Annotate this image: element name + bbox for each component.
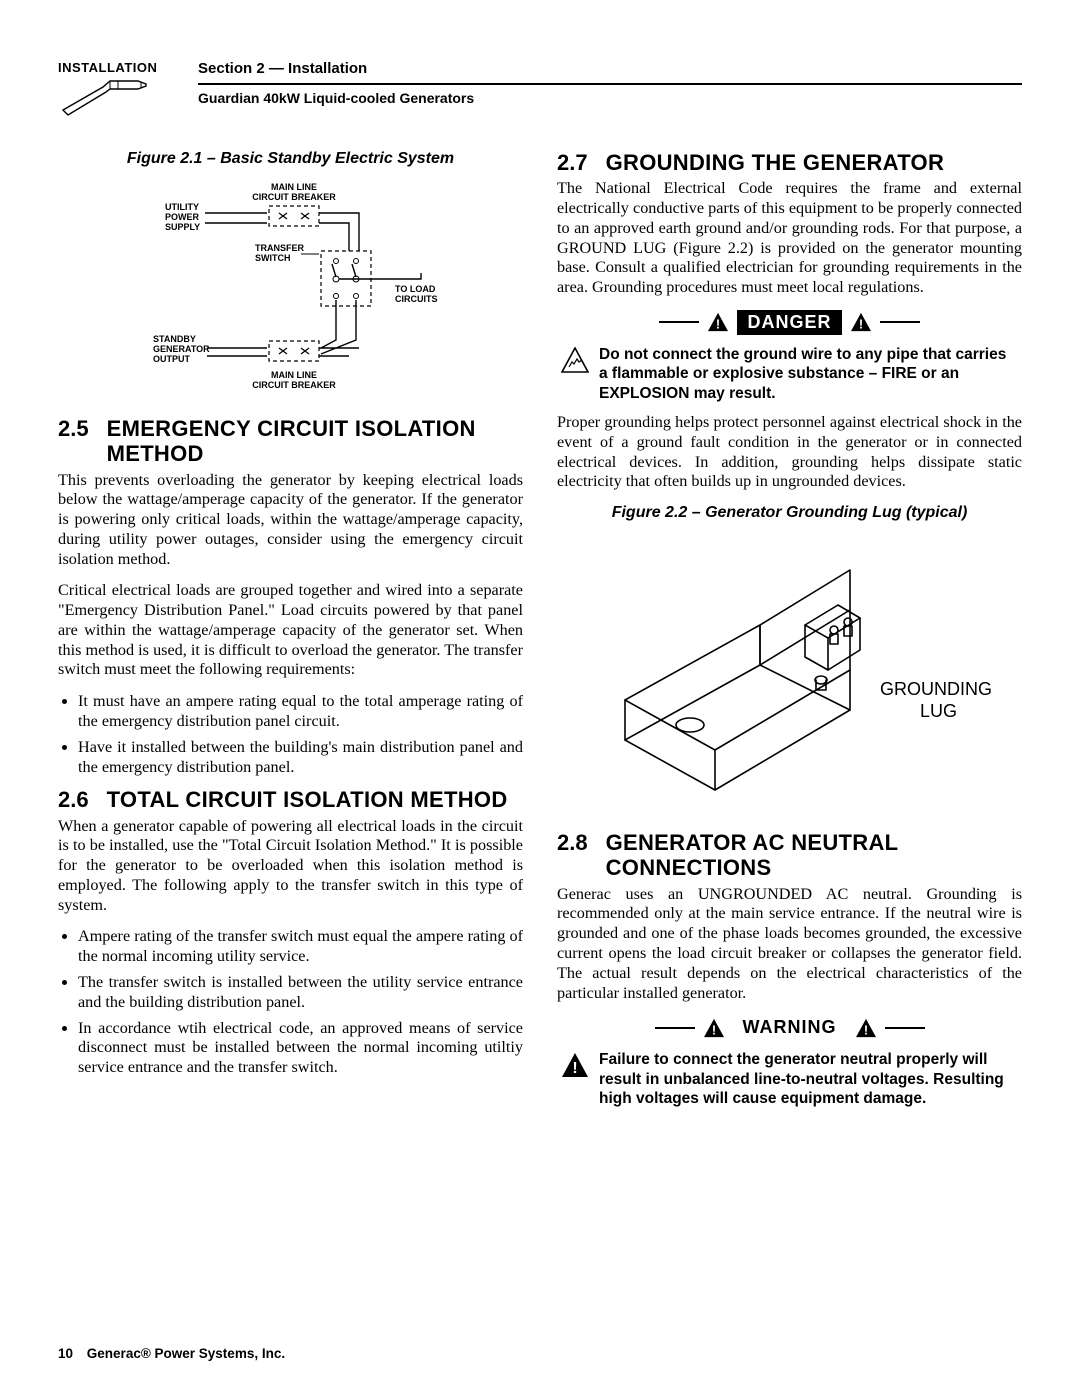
alert-triangle-icon: ! [855, 1018, 877, 1038]
danger-note: Do not connect the ground wire to any pi… [557, 345, 1022, 403]
alert-triangle-icon: ! [850, 312, 872, 332]
alert-triangle-icon: ! [703, 1018, 725, 1038]
section-2-5-bullets: It must have an ampere rating equal to t… [58, 692, 523, 777]
section-2-7-para-1: The National Electrical Code requires th… [557, 179, 1022, 298]
section-2-6-bullet-2: The transfer switch is installed between… [78, 973, 523, 1013]
section-2-6-title: TOTAL CIRCUIT ISOLATION METHOD [107, 787, 508, 812]
section-2-6-bullet-3: In accordance wtih electrical code, an a… [78, 1019, 523, 1078]
section-2-5-title: EMERGENCY CIRCUIT ISOLATION METHOD [107, 416, 523, 467]
page-footer: 10 Generac® Power Systems, Inc. [58, 1346, 285, 1361]
warning-banner: ! WARNING ! [557, 1015, 1022, 1040]
fig22-grounding-lug-label: GROUNDINGLUG [880, 679, 992, 721]
banner-line [655, 1027, 695, 1029]
danger-note-text: Do not connect the ground wire to any pi… [599, 345, 1018, 403]
warning-label: WARNING [733, 1015, 847, 1040]
warning-note: ! Failure to connect the generator neutr… [557, 1050, 1022, 1108]
section-2-5-number: 2.5 [58, 416, 89, 441]
content-columns: Figure 2.1 – Basic Standby Electric Syst… [58, 150, 1022, 1118]
section-2-7-heading: 2.7 GROUNDING THE GENERATOR [557, 150, 1022, 175]
fig21-standby: STANDBYGENERATOROUTPUT [153, 334, 210, 364]
section-2-5-heading: 2.5 EMERGENCY CIRCUIT ISOLATION METHOD [58, 416, 523, 467]
svg-text:!: ! [858, 317, 862, 332]
section-2-8-para-1: Generac uses an UNGROUNDED AC neutral. G… [557, 885, 1022, 1004]
section-2-6-bullets: Ampere rating of the transfer switch mus… [58, 927, 523, 1077]
section-2-7-number: 2.7 [557, 150, 588, 175]
page-number: 10 [58, 1346, 73, 1361]
fig21-main-breaker-bottom: MAIN LINECIRCUIT BREAKER [252, 370, 336, 390]
svg-text:!: ! [863, 1022, 867, 1037]
section-2-6-heading: 2.6 TOTAL CIRCUIT ISOLATION METHOD [58, 787, 523, 812]
header-rule [198, 83, 1022, 85]
installation-badge: INSTALLATION [58, 60, 198, 120]
page-header: INSTALLATION Section 2 — Installation Gu… [58, 60, 1022, 120]
danger-banner: ! DANGER ! [557, 310, 1022, 335]
figure-2-2-caption: Figure 2.2 – Generator Grounding Lug (ty… [557, 504, 1022, 522]
section-title: Section 2 — Installation [198, 60, 1022, 79]
section-2-5-bullet-1: It must have an ampere rating equal to t… [78, 692, 523, 732]
section-2-5-bullet-2: Have it installed between the building's… [78, 738, 523, 778]
banner-line [880, 321, 920, 323]
header-subtitle: Guardian 40kW Liquid-cooled Generators [198, 90, 1022, 106]
section-2-5-para-2: Critical electrical loads are grouped to… [58, 581, 523, 680]
figure-2-2: GROUNDINGLUG [557, 530, 1022, 820]
section-2-5-para-1: This prevents overloading the generator … [58, 471, 523, 570]
section-2-7-title: GROUNDING THE GENERATOR [606, 150, 945, 175]
installation-badge-text: INSTALLATION [58, 60, 198, 75]
svg-text:!: ! [572, 1060, 577, 1077]
section-2-6-para-1: When a generator capable of powering all… [58, 817, 523, 916]
section-2-7-para-2: Proper grounding helps protect personnel… [557, 413, 1022, 492]
danger-label: DANGER [737, 310, 841, 335]
svg-text:!: ! [716, 317, 720, 332]
screwdriver-icon [58, 75, 148, 117]
section-2-6-number: 2.6 [58, 787, 89, 812]
warning-note-text: Failure to connect the generator neutral… [599, 1050, 1018, 1108]
banner-line [885, 1027, 925, 1029]
footer-company: Generac® Power Systems, Inc. [87, 1346, 285, 1361]
right-column: 2.7 GROUNDING THE GENERATOR The National… [557, 150, 1022, 1118]
figure-2-1: MAIN LINECIRCUIT BREAKER UTILITYPOWERSUP… [58, 176, 523, 406]
section-2-6-bullet-1: Ampere rating of the transfer switch mus… [78, 927, 523, 967]
fig21-main-breaker-top: MAIN LINECIRCUIT BREAKER [252, 182, 336, 202]
banner-line [659, 321, 699, 323]
figure-2-1-caption: Figure 2.1 – Basic Standby Electric Syst… [58, 150, 523, 168]
left-column: Figure 2.1 – Basic Standby Electric Syst… [58, 150, 523, 1118]
section-2-8-heading: 2.8 GENERATOR AC NEUTRAL CONNECTIONS [557, 830, 1022, 881]
section-2-8-number: 2.8 [557, 830, 588, 855]
hazard-triangle-icon [561, 347, 589, 373]
fig21-to-load: TO LOADCIRCUITS [395, 284, 438, 304]
alert-triangle-icon: ! [707, 312, 729, 332]
alert-triangle-icon: ! [561, 1052, 589, 1078]
section-2-8-title: GENERATOR AC NEUTRAL CONNECTIONS [606, 830, 1022, 881]
fig21-utility: UTILITYPOWERSUPPLY [165, 202, 200, 232]
fig21-transfer-switch: TRANSFERSWITCH [255, 243, 304, 263]
header-titles: Section 2 — Installation Guardian 40kW L… [198, 60, 1022, 106]
svg-text:!: ! [711, 1022, 715, 1037]
